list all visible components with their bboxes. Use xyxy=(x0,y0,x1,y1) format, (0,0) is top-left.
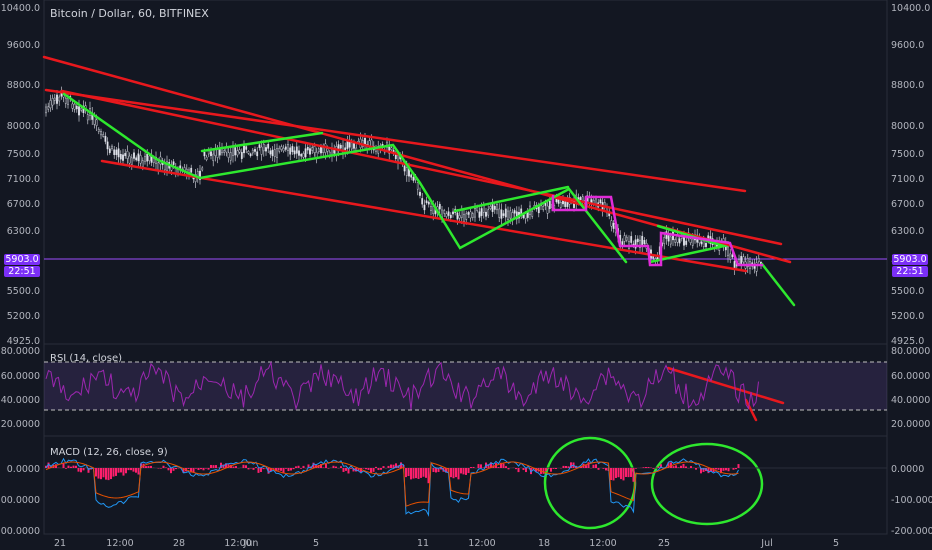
red-trendline-3 xyxy=(60,89,783,246)
price-tick-label: 8000.0 xyxy=(7,121,40,132)
price-tick-label: 6300.0 xyxy=(7,226,40,237)
rsi-tick-label: 60.0000 xyxy=(891,371,930,382)
green-pattern-2 xyxy=(648,224,729,264)
time-tick-label: 12:00 xyxy=(106,538,133,549)
drawn-trendlines[interactable] xyxy=(42,55,796,538)
price-tick-label: 5500.0 xyxy=(891,286,924,297)
green-pattern-1 xyxy=(62,92,628,264)
price-tick-label: 4925.0 xyxy=(891,336,924,347)
time-tick-label: 5 xyxy=(313,538,319,549)
current-price-badge-left: 5903.0 xyxy=(4,254,40,265)
red-trendline-2 xyxy=(44,88,747,193)
time-tick-label: 25 xyxy=(658,538,670,549)
rsi-tick-label: 20.0000 xyxy=(1,419,40,430)
price-tick-label: 6700.0 xyxy=(891,199,924,210)
pane-frame xyxy=(43,0,888,535)
price-tick-label: 5200.0 xyxy=(7,311,40,322)
price-tick-label: 9600.0 xyxy=(7,40,40,51)
price-axis-right[interactable]: 10400.0 9600.0 8800.0 8000.0 7500.0 7100.0 670… xyxy=(891,3,930,347)
rsi-red-trendline xyxy=(666,366,785,405)
price-tick-label: 8800.0 xyxy=(7,80,40,91)
rsi-tick-label: 40.0000 xyxy=(891,395,930,406)
green-projection xyxy=(760,262,796,307)
macd-circle-1 xyxy=(543,436,637,530)
rsi-red-projection xyxy=(744,398,758,422)
red-trendline-4 xyxy=(100,159,748,273)
price-tick-label: 7500.0 xyxy=(7,149,40,160)
rsi-tick-label: 80.0000 xyxy=(1,346,40,357)
macd-tick-label: -100.0000 xyxy=(891,495,932,506)
macd-tick-label: -200.0000 xyxy=(891,526,932,537)
price-tick-label: 7100.0 xyxy=(7,174,40,185)
magenta-pattern xyxy=(551,194,764,267)
macd-tick-label: 0.0000 xyxy=(891,464,924,475)
price-tick-label: 9600.0 xyxy=(891,40,924,51)
price-tick-label: 10400.0 xyxy=(891,3,930,14)
countdown-badge-left: 22:51 xyxy=(4,266,40,277)
macd-tick-label: 0.0000 xyxy=(7,464,40,475)
macd-circle-2 xyxy=(650,442,764,526)
candlestick-series xyxy=(45,86,762,277)
price-tick-label: 5500.0 xyxy=(7,286,40,297)
price-tick-label: 4925.0 xyxy=(7,336,40,347)
rsi-tick-label: 80.0000 xyxy=(891,346,930,357)
time-tick-label: 28 xyxy=(173,538,185,549)
macd-signal-line xyxy=(45,461,739,507)
price-tick-label: 10400.0 xyxy=(1,3,40,14)
price-tick-label: 8000.0 xyxy=(891,121,924,132)
rsi-tick-label: 40.0000 xyxy=(1,395,40,406)
time-tick-label: 12:00 xyxy=(589,538,616,549)
price-tick-label: 6700.0 xyxy=(7,199,40,210)
time-tick-label: 18 xyxy=(538,538,550,549)
rsi-label[interactable]: RSI (14, close) xyxy=(50,353,123,364)
time-tick-label: 5 xyxy=(833,538,839,549)
price-axis-left[interactable]: 10400.0 9600.0 8800.0 8000.0 7500.0 7100.0 670… xyxy=(1,3,40,347)
macd-axis: 0.0000 -100.0000 -200.0000 0.0000 -100.0000 -… xyxy=(0,464,932,537)
rsi-tick-label: 20.0000 xyxy=(891,419,930,430)
time-tick-label: Jul xyxy=(760,538,772,549)
macd-histogram xyxy=(45,462,740,484)
symbol-title[interactable]: Bitcoin / Dollar, 60, BITFINEX xyxy=(50,7,209,20)
green-channel-top-1 xyxy=(200,131,324,153)
price-tick-label: 7100.0 xyxy=(891,174,924,185)
time-tick-label: 11 xyxy=(417,538,429,549)
current-price-badge-right: 5903.0 xyxy=(892,254,928,265)
price-tick-label: 5200.0 xyxy=(891,311,924,322)
time-tick-label: Jun xyxy=(243,538,259,549)
macd-tick-label: -200.0000 xyxy=(0,526,40,537)
macd-label[interactable]: MACD (12, 26, close, 9) xyxy=(50,447,168,458)
price-tick-label: 6300.0 xyxy=(891,226,924,237)
rsi-tick-label: 60.0000 xyxy=(1,371,40,382)
price-tick-label: 7500.0 xyxy=(891,149,924,160)
time-tick-label: 12:00 xyxy=(224,538,251,549)
time-tick-label: 12:00 xyxy=(468,538,495,549)
macd-tick-label: -100.0000 xyxy=(0,495,40,506)
countdown-badge-right: 22:51 xyxy=(892,266,928,277)
green-channel-top-2 xyxy=(453,185,570,213)
rsi-axis: 80.0000 80.0000 60.0000 60.0000 40.0000 40.00… xyxy=(1,346,931,430)
price-tick-label: 8800.0 xyxy=(891,80,924,91)
rsi-line xyxy=(45,360,759,411)
time-tick-label: 21 xyxy=(54,538,66,549)
